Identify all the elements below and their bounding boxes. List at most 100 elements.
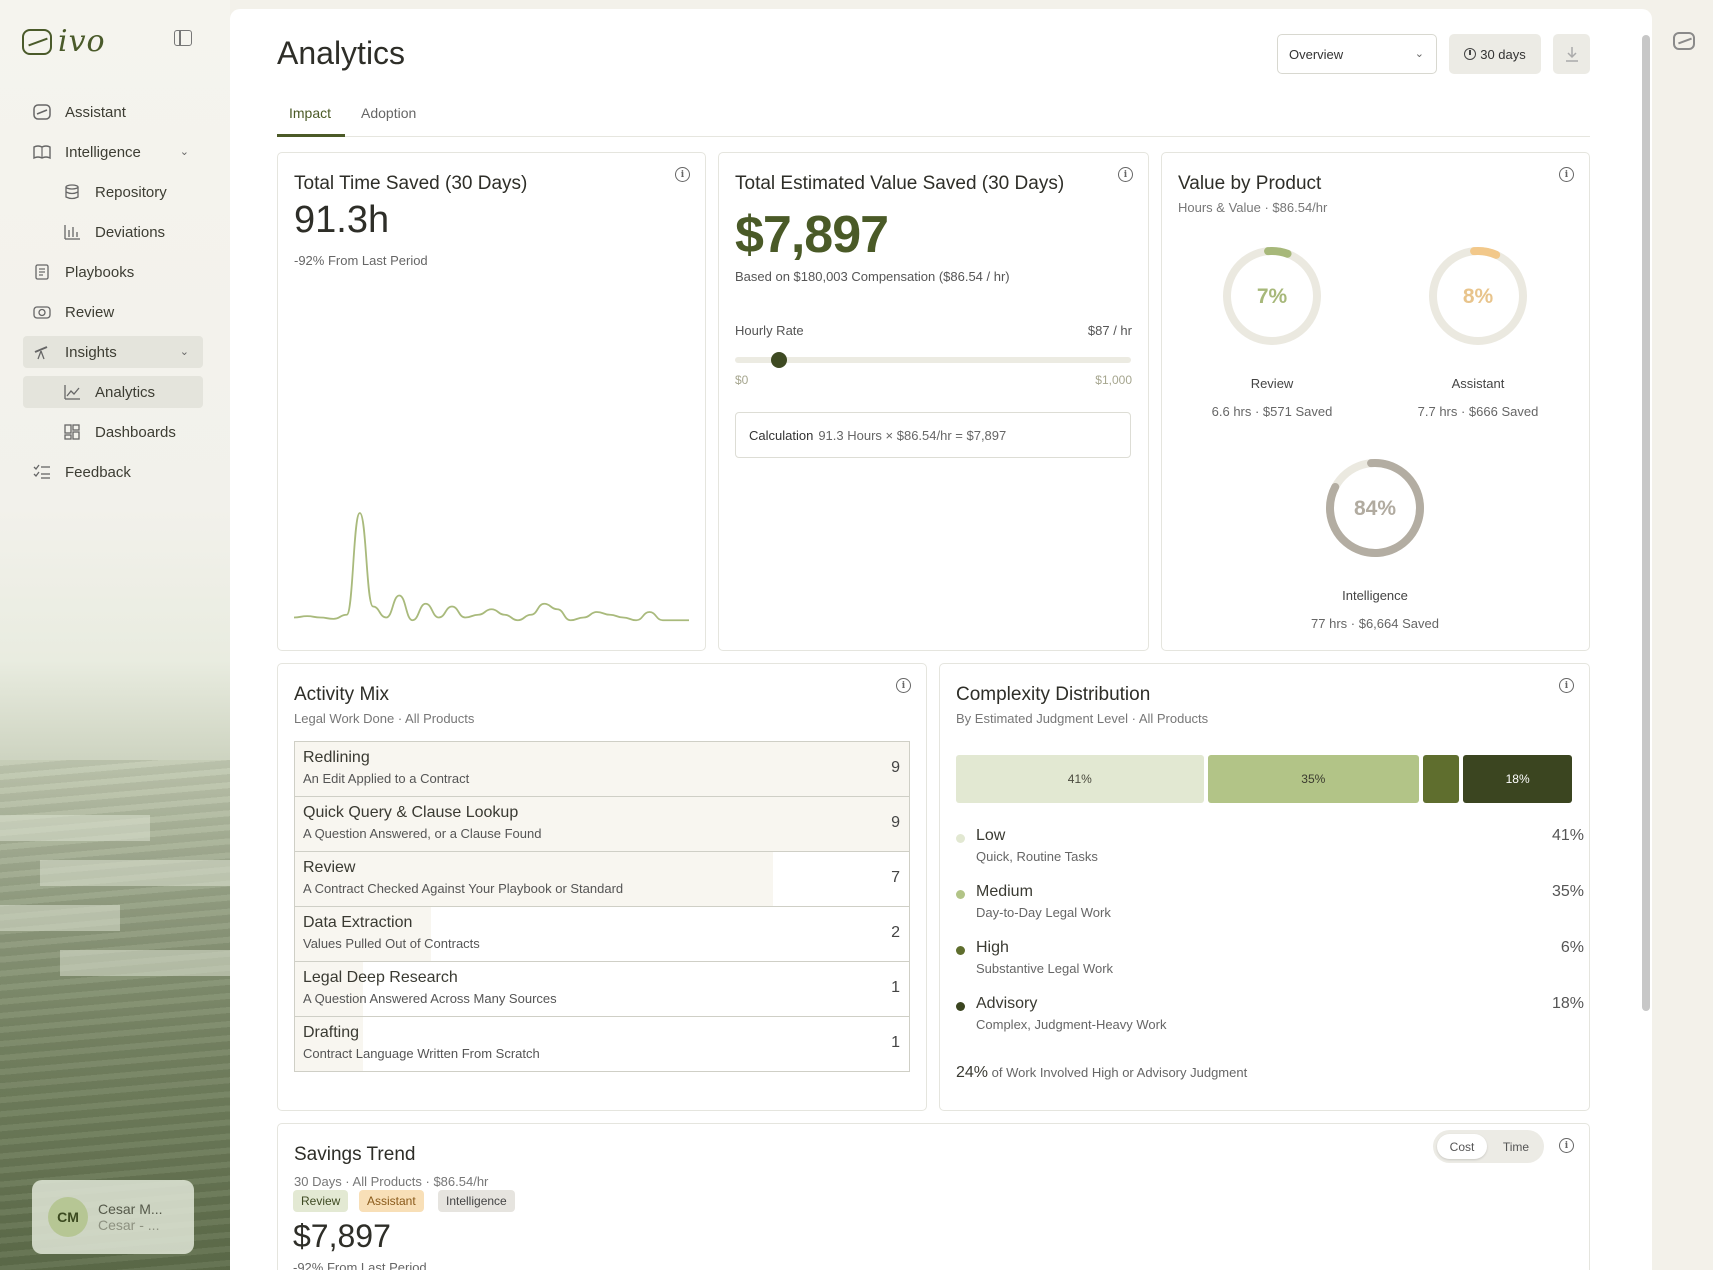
complexity-level: Medium Day-to-Day Legal Work 35%	[956, 883, 1584, 933]
toggle-time[interactable]: Time	[1502, 1139, 1530, 1154]
card-subtitle: Hours & Value · $86.54/hr	[1178, 200, 1328, 215]
complexity-level: High Substantive Legal Work 6%	[956, 939, 1584, 989]
sidebar-item-assistant[interactable]: Assistant	[23, 96, 203, 128]
clock-icon	[1464, 48, 1477, 60]
complexity-level: Low Quick, Routine Tasks 41%	[956, 827, 1584, 877]
sidebar-item-repository[interactable]: Repository	[23, 176, 203, 208]
card-subtitle: 30 Days · All Products · $86.54/hr	[294, 1174, 489, 1189]
sidebar-item-review[interactable]: Review	[23, 296, 203, 328]
sidebar-item-label: Feedback	[65, 463, 131, 481]
level-name: Advisory	[976, 995, 1038, 1012]
activity-bar	[295, 907, 432, 961]
legend-dot	[956, 1002, 965, 1011]
activity-description: Values Pulled Out of Contracts	[303, 936, 480, 951]
hourly-rate-value: $87 / hr	[1087, 323, 1132, 338]
donut-percent: 7%	[1257, 285, 1288, 308]
checklist-icon	[33, 464, 51, 480]
cost-time-toggle[interactable]: Cost Time	[1433, 1130, 1544, 1163]
donut-assistant: 8%	[1423, 241, 1533, 351]
complexity-footer-pct: 24%	[956, 1064, 989, 1081]
info-icon[interactable]: i	[1559, 167, 1574, 182]
date-range-label: 30 days	[1480, 46, 1526, 62]
sidebar-item-deviations[interactable]: Deviations	[23, 216, 203, 248]
product-detail: 7.7 hrs · $666 Saved	[1417, 404, 1539, 419]
user-subtitle: Cesar - ...	[98, 1217, 160, 1233]
slider-handle[interactable]	[770, 352, 787, 368]
sidebar-item-intelligence[interactable]: Intelligence ⌄	[23, 136, 203, 168]
page-title: Analytics	[277, 35, 406, 71]
activity-row: Data Extraction Values Pulled Out of Cont…	[294, 906, 910, 962]
scrollbar[interactable]	[1642, 35, 1650, 1011]
donut-percent: 84%	[1354, 497, 1396, 520]
legend-dot	[956, 890, 965, 899]
sidebar-item-analytics[interactable]: Analytics	[23, 376, 203, 408]
background-hedge	[0, 905, 120, 931]
telescope-icon	[33, 344, 51, 360]
level-name: High	[976, 939, 1009, 956]
info-icon[interactable]: i	[1559, 1138, 1574, 1153]
tab-adoption[interactable]: Adoption	[361, 105, 417, 121]
info-icon[interactable]: i	[1559, 678, 1574, 693]
info-icon[interactable]: i	[1118, 167, 1133, 182]
product-detail: 6.6 hrs · $571 Saved	[1211, 404, 1333, 419]
activity-description: Contract Language Written From Scratch	[303, 1046, 540, 1061]
chip-assistant[interactable]: Assistant	[359, 1190, 424, 1212]
chip-review[interactable]: Review	[293, 1190, 349, 1212]
activity-row: Redlining An Edit Applied to a Contract 9	[294, 741, 910, 797]
card-title: Total Time Saved (30 Days)	[294, 173, 528, 194]
view-select[interactable]: Overview ⌄	[1277, 34, 1437, 74]
sidebar: ivo Assistant Intelligence ⌄ Repository …	[0, 0, 230, 1270]
activity-row: Drafting Contract Language Written From S…	[294, 1016, 910, 1072]
level-description: Complex, Judgment-Heavy Work	[976, 1017, 1167, 1032]
product-name: Intelligence	[1342, 588, 1408, 603]
calculation-label: Calculation	[749, 427, 814, 443]
database-icon	[63, 184, 81, 200]
chevron-down-icon: ⌄	[1414, 48, 1424, 60]
sidebar-item-insights[interactable]: Insights ⌄	[23, 336, 203, 368]
date-range-button[interactable]: 30 days	[1449, 34, 1541, 74]
background-hedge	[60, 950, 230, 976]
level-percent: 18%	[1551, 995, 1584, 1012]
time-saved-delta: -92% From Last Period	[294, 253, 428, 268]
level-description: Substantive Legal Work	[976, 961, 1114, 976]
complexity-footer: 24% of Work Involved High or Advisory Ju…	[956, 1064, 1247, 1082]
complexity-segment[interactable]: 35%	[1207, 755, 1420, 803]
activity-name: Legal Deep Research	[303, 969, 458, 986]
card-subtitle: Legal Work Done · All Products	[294, 711, 475, 726]
chevron-down-icon[interactable]: ⌄	[179, 146, 189, 158]
assistant-panel-icon[interactable]	[1673, 32, 1695, 50]
hourly-rate-slider[interactable]	[735, 352, 1131, 368]
activity-name: Drafting	[303, 1024, 360, 1041]
donut-arc	[1429, 247, 1527, 345]
card-title: Complexity Distribution	[956, 684, 1151, 705]
donut-review: 7%	[1217, 241, 1327, 351]
activity-count: 9	[891, 814, 900, 831]
card-title: Savings Trend	[294, 1144, 416, 1165]
tab-impact[interactable]: Impact	[289, 105, 332, 121]
donut-arc	[1223, 247, 1321, 345]
complexity-segment[interactable]	[1423, 755, 1460, 803]
activity-description: A Question Answered Across Many Sources	[303, 991, 557, 1006]
activity-bar	[295, 742, 909, 796]
savings-trend-delta: -92% From Last Period	[293, 1260, 427, 1270]
complexity-card: Complexity Distribution By Estimated Jud…	[939, 663, 1590, 1111]
complexity-segment[interactable]: 18%	[1463, 755, 1572, 803]
chip-intelligence[interactable]: Intelligence	[438, 1190, 515, 1212]
activity-mix-card: Activity Mix Legal Work Done · All Produ…	[277, 663, 927, 1111]
sidebar-item-dashboards[interactable]: Dashboards	[23, 416, 203, 448]
sidebar-toggle-icon[interactable]	[174, 30, 192, 46]
activity-list: Redlining An Edit Applied to a Contract 9 Q…	[294, 741, 910, 1072]
user-menu[interactable]: CM Cesar M... Cesar - ...	[32, 1180, 194, 1254]
download-button[interactable]	[1553, 34, 1590, 74]
info-icon[interactable]: i	[896, 678, 911, 693]
sidebar-item-feedback[interactable]: Feedback	[23, 456, 203, 488]
info-icon[interactable]: i	[675, 167, 690, 182]
logo[interactable]: ivo	[22, 24, 106, 59]
complexity-segment[interactable]: 41%	[956, 755, 1204, 803]
sidebar-item-playbooks[interactable]: Playbooks	[23, 256, 203, 288]
level-name: Medium	[976, 883, 1033, 900]
chevron-down-icon[interactable]: ⌄	[179, 346, 189, 358]
activity-row: Quick Query & Clause Lookup A Question An…	[294, 796, 910, 852]
level-description: Quick, Routine Tasks	[976, 849, 1098, 864]
toggle-cost[interactable]: Cost	[1437, 1134, 1487, 1159]
